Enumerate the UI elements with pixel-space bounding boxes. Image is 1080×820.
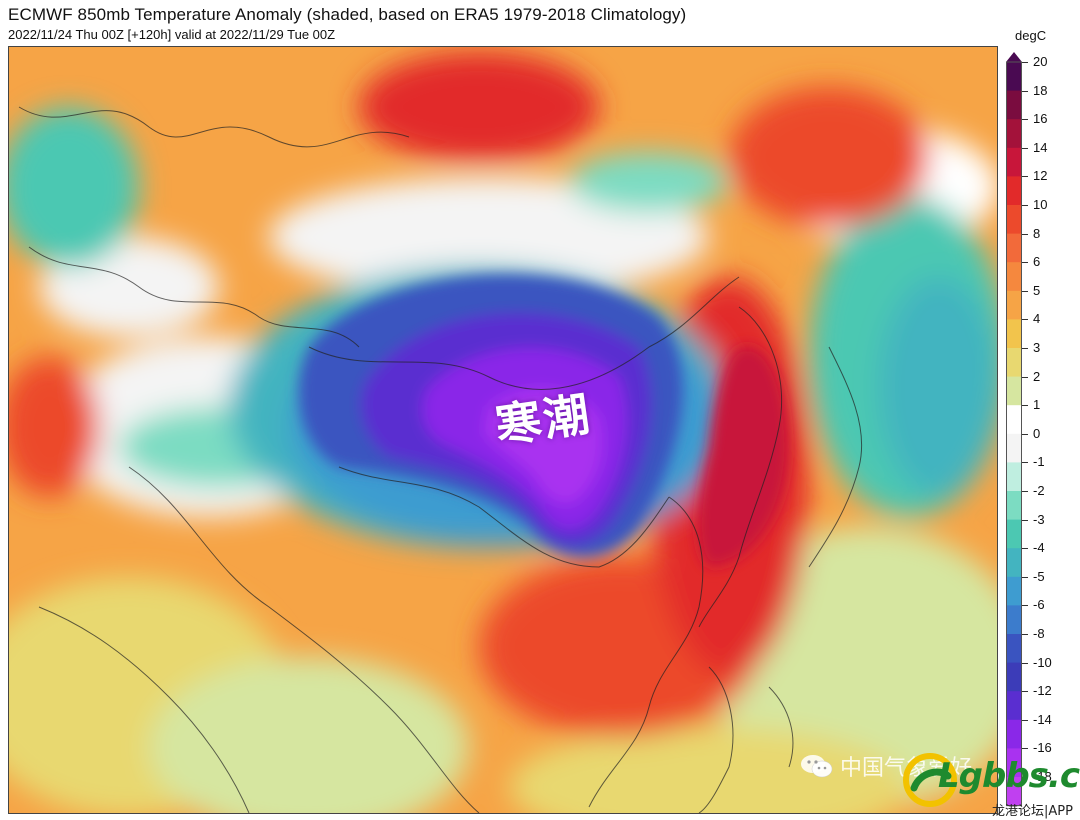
colorbar-tick-mark (1022, 319, 1028, 321)
colorbar-tick-label: 8 (1033, 225, 1041, 241)
colorbar-tick-mark (1022, 662, 1028, 664)
colorbar-swatch (1006, 233, 1022, 263)
colorbar-tick-label: 0 (1033, 425, 1041, 441)
colorbar-tick-mark (1022, 605, 1028, 607)
colorbar (1006, 52, 1022, 807)
colorbar-swatch (1006, 548, 1022, 578)
colorbar-tick-mark (1022, 576, 1028, 578)
colorbar-tick-label: -8 (1033, 626, 1045, 641)
site-logo-text: Lgbbs.cn (938, 756, 1080, 796)
colorbar-swatch (1006, 90, 1022, 120)
colorbar-tick-label: 5 (1033, 282, 1041, 298)
colorbar-tick-label: -5 (1033, 568, 1045, 584)
colorbar-swatch (1006, 691, 1022, 721)
colorbar-tick-mark (1022, 777, 1028, 778)
colorbar-tick-label: 14 (1033, 139, 1048, 155)
colorbar-outline (1006, 61, 1022, 807)
colorbar-tick-label: 18 (1033, 82, 1048, 98)
colorbar-tick-label: 4 (1033, 311, 1041, 327)
colorbar-swatch (1006, 262, 1022, 292)
colorbar-extend-top (1006, 52, 1022, 62)
colorbar-tick-mark (1022, 376, 1028, 378)
colorbar-tick-mark (1022, 491, 1028, 492)
colorbar-tick-mark (1022, 233, 1028, 235)
cold-surge-core (299, 274, 789, 567)
colorbar-swatch (1006, 405, 1022, 435)
colorbar-tick-label: -14 (1033, 711, 1052, 727)
colorbar-tick-label: -12 (1033, 683, 1052, 699)
colorbar-tick-mark (1022, 519, 1028, 521)
anomaly-map (8, 46, 998, 814)
colorbar-swatch (1006, 576, 1022, 606)
colorbar-tick-mark (1022, 348, 1028, 349)
colorbar-tick-label: 1 (1033, 397, 1041, 413)
colorbar-tick-label: 10 (1033, 197, 1048, 212)
wechat-icon (800, 753, 834, 779)
colorbar-swatch (1006, 462, 1022, 492)
colorbar-swatch (1006, 376, 1022, 406)
colorbar-swatch (1006, 119, 1022, 149)
colorbar-tick-mark (1022, 548, 1028, 550)
colorbar-tick-mark (1022, 147, 1028, 149)
colorbar-tick-mark (1022, 719, 1028, 721)
anomaly-shading (9, 52, 997, 813)
colorbar-swatch (1006, 348, 1022, 378)
colorbar-tick-mark (1022, 748, 1028, 750)
colorbar-tick-mark (1022, 119, 1028, 121)
colorbar-tick-label: 16 (1033, 111, 1048, 127)
colorbar-swatch (1006, 719, 1022, 749)
colorbar-swatch (1006, 319, 1022, 349)
colorbar-tick-label: 20 (1033, 54, 1048, 69)
colorbar-tick-label: -1 (1033, 454, 1045, 470)
colorbar-swatch (1006, 491, 1022, 521)
colorbar-swatch (1006, 290, 1022, 320)
anomaly-map-canvas (9, 47, 997, 813)
colorbar-swatch (1006, 519, 1022, 549)
colorbar-tick-label: 6 (1033, 254, 1041, 270)
colorbar-swatch (1006, 605, 1022, 635)
colorbar-tick-mark (1022, 176, 1028, 178)
colorbar-swatch (1006, 777, 1022, 807)
map-title: ECMWF 850mb Temperature Anomaly (shaded,… (8, 5, 687, 24)
site-logo-icon (903, 753, 957, 807)
colorbar-tick-label: -2 (1033, 483, 1045, 498)
colorbar-tick-mark (1022, 634, 1028, 635)
colorbar-tick-mark (1022, 462, 1028, 464)
colorbar-tick-label: 12 (1033, 168, 1048, 184)
colorbar-unit: degC (1015, 28, 1047, 43)
colorbar-tick-mark (1022, 405, 1028, 407)
colorbar-swatch (1006, 634, 1022, 664)
colorbar-tick-mark (1022, 62, 1028, 63)
colorbar-tick-label: -6 (1033, 597, 1045, 613)
colorbar-tick-label: 2 (1033, 368, 1041, 384)
colorbar-tick-mark (1022, 691, 1028, 693)
colorbar-swatch (1006, 748, 1022, 778)
colorbar-tick-mark (1022, 433, 1028, 435)
colorbar-swatch (1006, 147, 1022, 177)
colorbar-tick-label: -4 (1033, 540, 1045, 556)
colorbar-tick-mark (1022, 290, 1028, 292)
colorbar-swatch (1006, 433, 1022, 463)
colorbar-tick-mark (1022, 205, 1028, 206)
colorbar-tick-label: -3 (1033, 511, 1045, 527)
map-subtitle: 2022/11/24 Thu 00Z [+120h] valid at 2022… (8, 27, 336, 42)
colorbar-tick-label: -10 (1033, 654, 1052, 670)
colorbar-tick-label: 3 (1033, 340, 1041, 355)
colorbar-tick-mark (1022, 262, 1028, 264)
site-logo-subtitle: 龙港论坛|APP (992, 804, 1073, 819)
colorbar-swatch (1006, 176, 1022, 206)
colorbar-swatch (1006, 62, 1022, 92)
colorbar-tick-label: -16 (1033, 740, 1052, 756)
cold-surge-label: 寒潮 (492, 386, 595, 454)
colorbar-tick-label: -18 (1033, 769, 1052, 784)
site-watermark: Lgbbs.cn 龙港论坛|APP (898, 742, 1080, 820)
coastlines-and-borders (18, 106, 863, 813)
colorbar-tick-mark (1022, 90, 1028, 92)
colorbar-swatch (1006, 662, 1022, 692)
colorbar-swatch (1006, 205, 1022, 235)
